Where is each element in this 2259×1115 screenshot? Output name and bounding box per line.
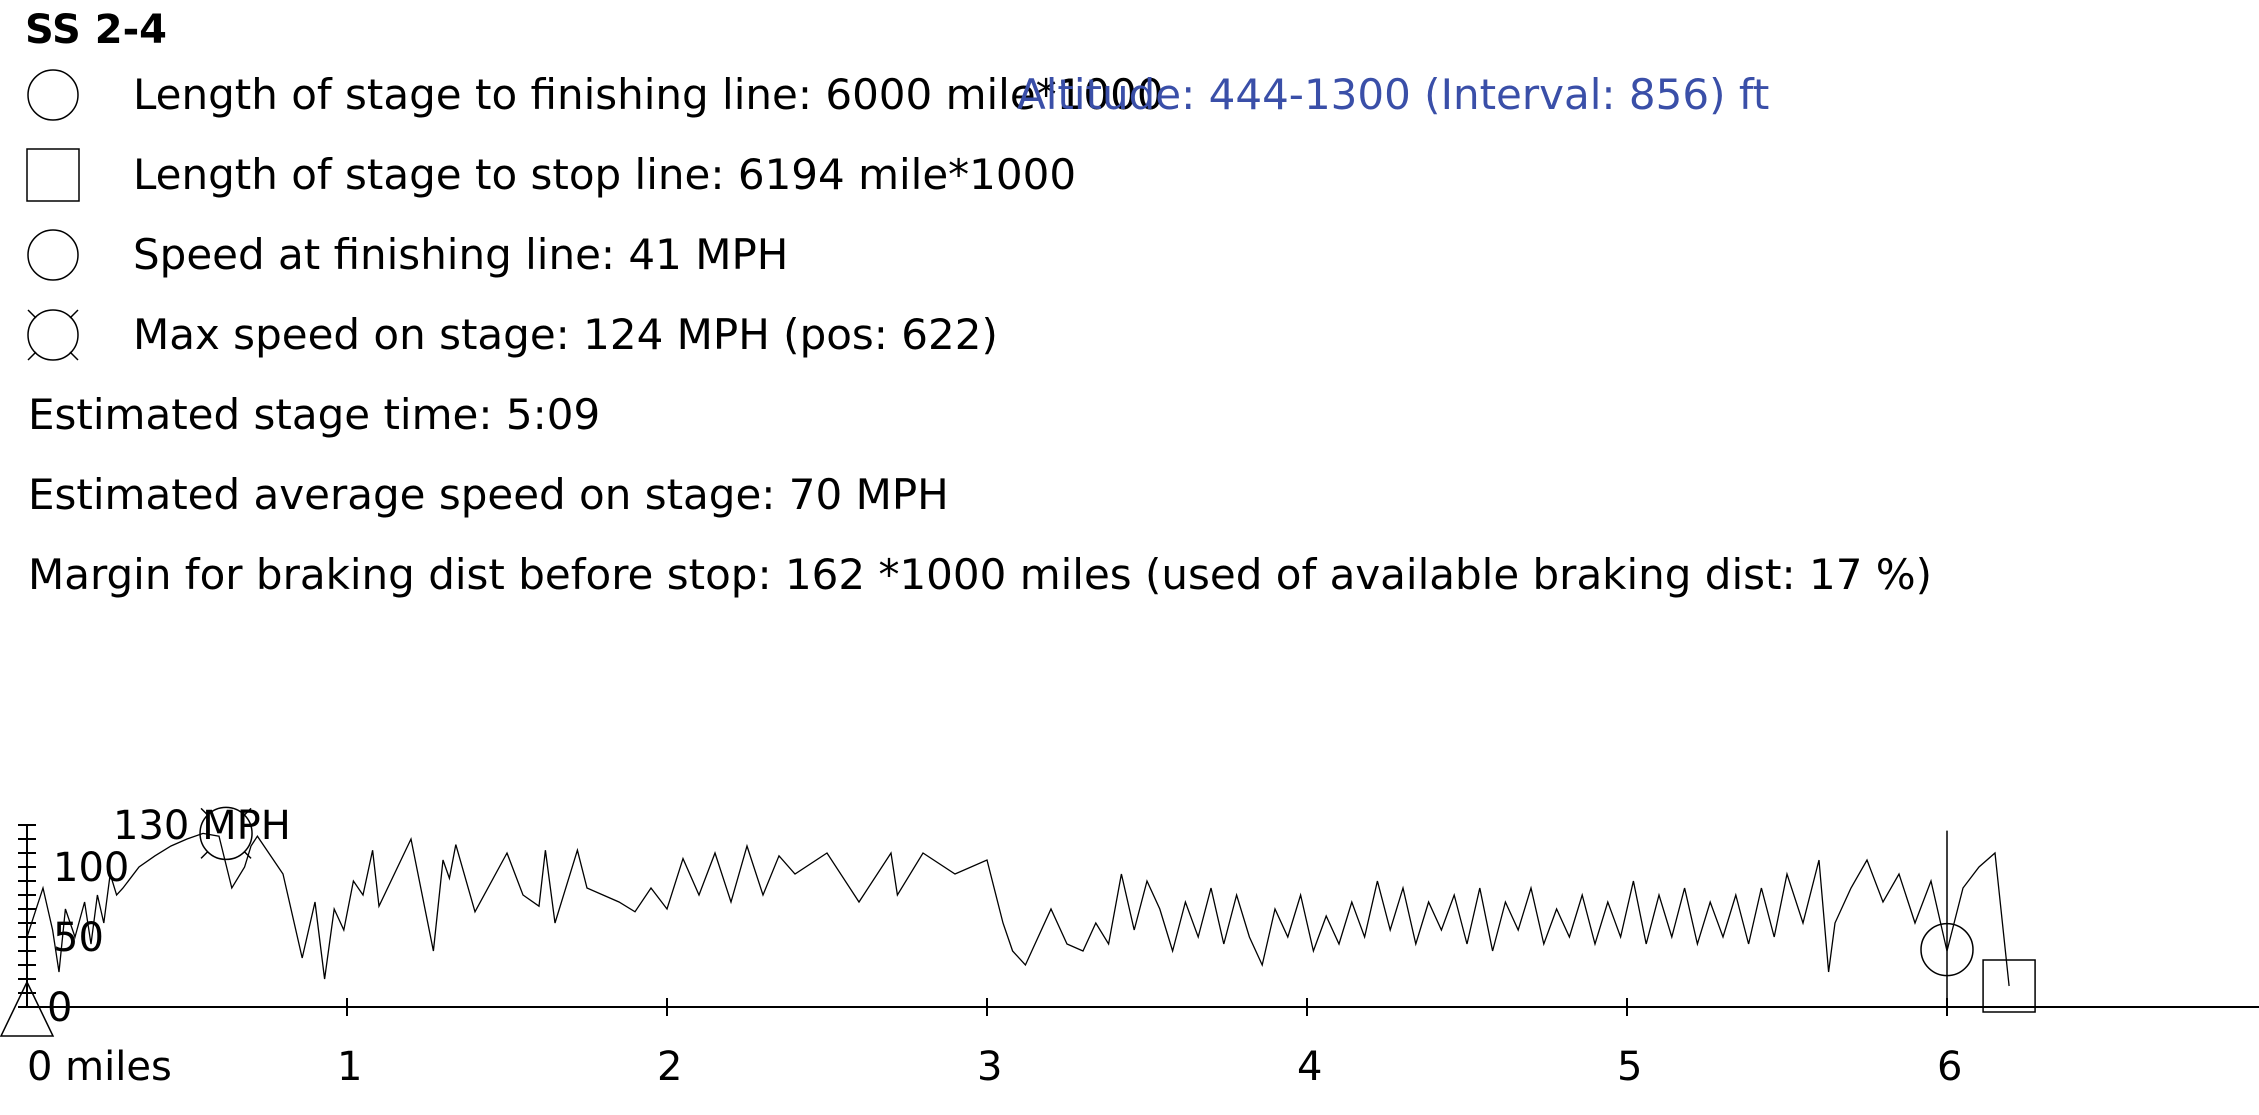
circle-icon xyxy=(27,229,79,281)
max-speed-marker-tick xyxy=(243,850,252,859)
speed-trace xyxy=(26,832,2010,987)
x-tick-label: 5 xyxy=(1617,1044,1642,1090)
x-tick-label: 4 xyxy=(1297,1044,1322,1090)
x-tick-label: 6 xyxy=(1937,1044,1962,1090)
max-speed-marker xyxy=(199,806,253,861)
finish-speed-text: Speed at finishing line: 41 MPH xyxy=(133,230,789,279)
finish-marker xyxy=(1920,922,1974,977)
max-speed-marker-tick xyxy=(243,807,252,816)
y-tick-label: 0 xyxy=(47,985,72,1031)
square-icon xyxy=(26,148,80,202)
max-speed-marker-tick xyxy=(200,807,209,816)
braking-margin-text: Margin for braking dist before stop: 162… xyxy=(28,550,1933,599)
stage-title: SS 2-4 xyxy=(25,7,168,53)
max-speed-marker-tick xyxy=(200,850,209,859)
x-tick-label: 1 xyxy=(337,1044,362,1090)
start-marker xyxy=(0,980,55,1037)
average-speed-text: Estimated average speed on stage: 70 MPH xyxy=(28,470,949,519)
stage-time-text: Estimated stage time: 5:09 xyxy=(28,390,601,439)
circle-x-icon xyxy=(27,309,79,361)
stop-length-text: Length of stage to stop line: 6194 mile*… xyxy=(133,150,1077,199)
x-tick-label: 3 xyxy=(977,1044,1002,1090)
y-tick-label: 100 xyxy=(53,845,129,891)
x-tick-label: 0 miles xyxy=(27,1044,172,1090)
max-speed-text: Max speed on stage: 124 MPH (pos: 622) xyxy=(133,310,998,359)
stop-marker xyxy=(1982,959,2036,1013)
x-tick-label: 2 xyxy=(657,1044,682,1090)
altitude-text: Altitude: 444-1300 (Interval: 856) ft xyxy=(1017,70,1770,119)
circle-icon xyxy=(27,69,79,121)
finish-length-text: Length of stage to finishing line: 6000 … xyxy=(133,70,1164,119)
